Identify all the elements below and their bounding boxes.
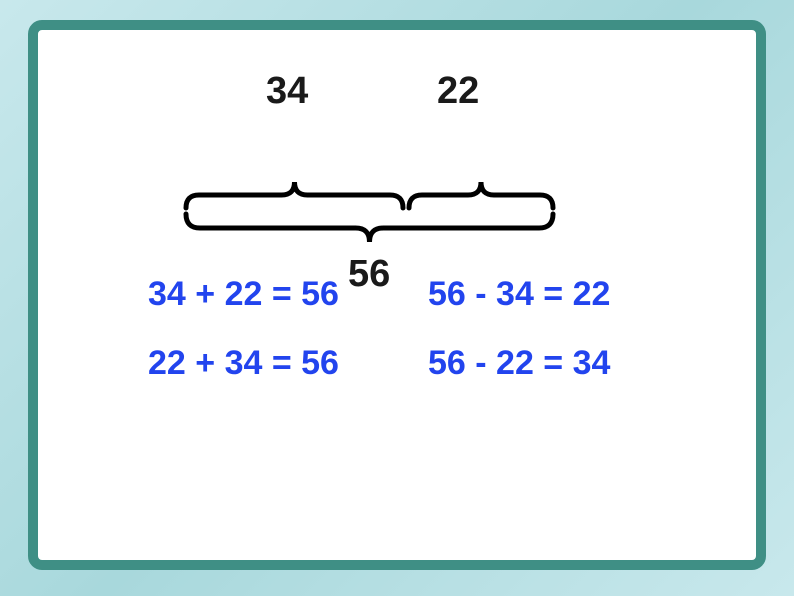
equation-row: 34 + 22 = 56 56 - 34 = 22: [148, 275, 658, 314]
equation: 22 + 34 = 56: [148, 344, 378, 383]
equation: 56 - 34 = 22: [428, 275, 658, 314]
part-whole-diagram: 34 22 56: [38, 70, 756, 118]
equation: 34 + 22 = 56: [148, 275, 378, 314]
equation: 56 - 22 = 34: [428, 344, 658, 383]
slide-content: 34 22 56 34 + 22 = 56 56 - 34 = 22 22 + …: [38, 30, 756, 560]
brace-diagram-svg: [38, 70, 756, 300]
equations-block: 34 + 22 = 56 56 - 34 = 22 22 + 34 = 56 5…: [148, 275, 658, 413]
equation-row: 22 + 34 = 56 56 - 22 = 34: [148, 344, 658, 383]
slide-frame: 34 22 56 34 + 22 = 56 56 - 34 = 22 22 + …: [28, 20, 766, 570]
